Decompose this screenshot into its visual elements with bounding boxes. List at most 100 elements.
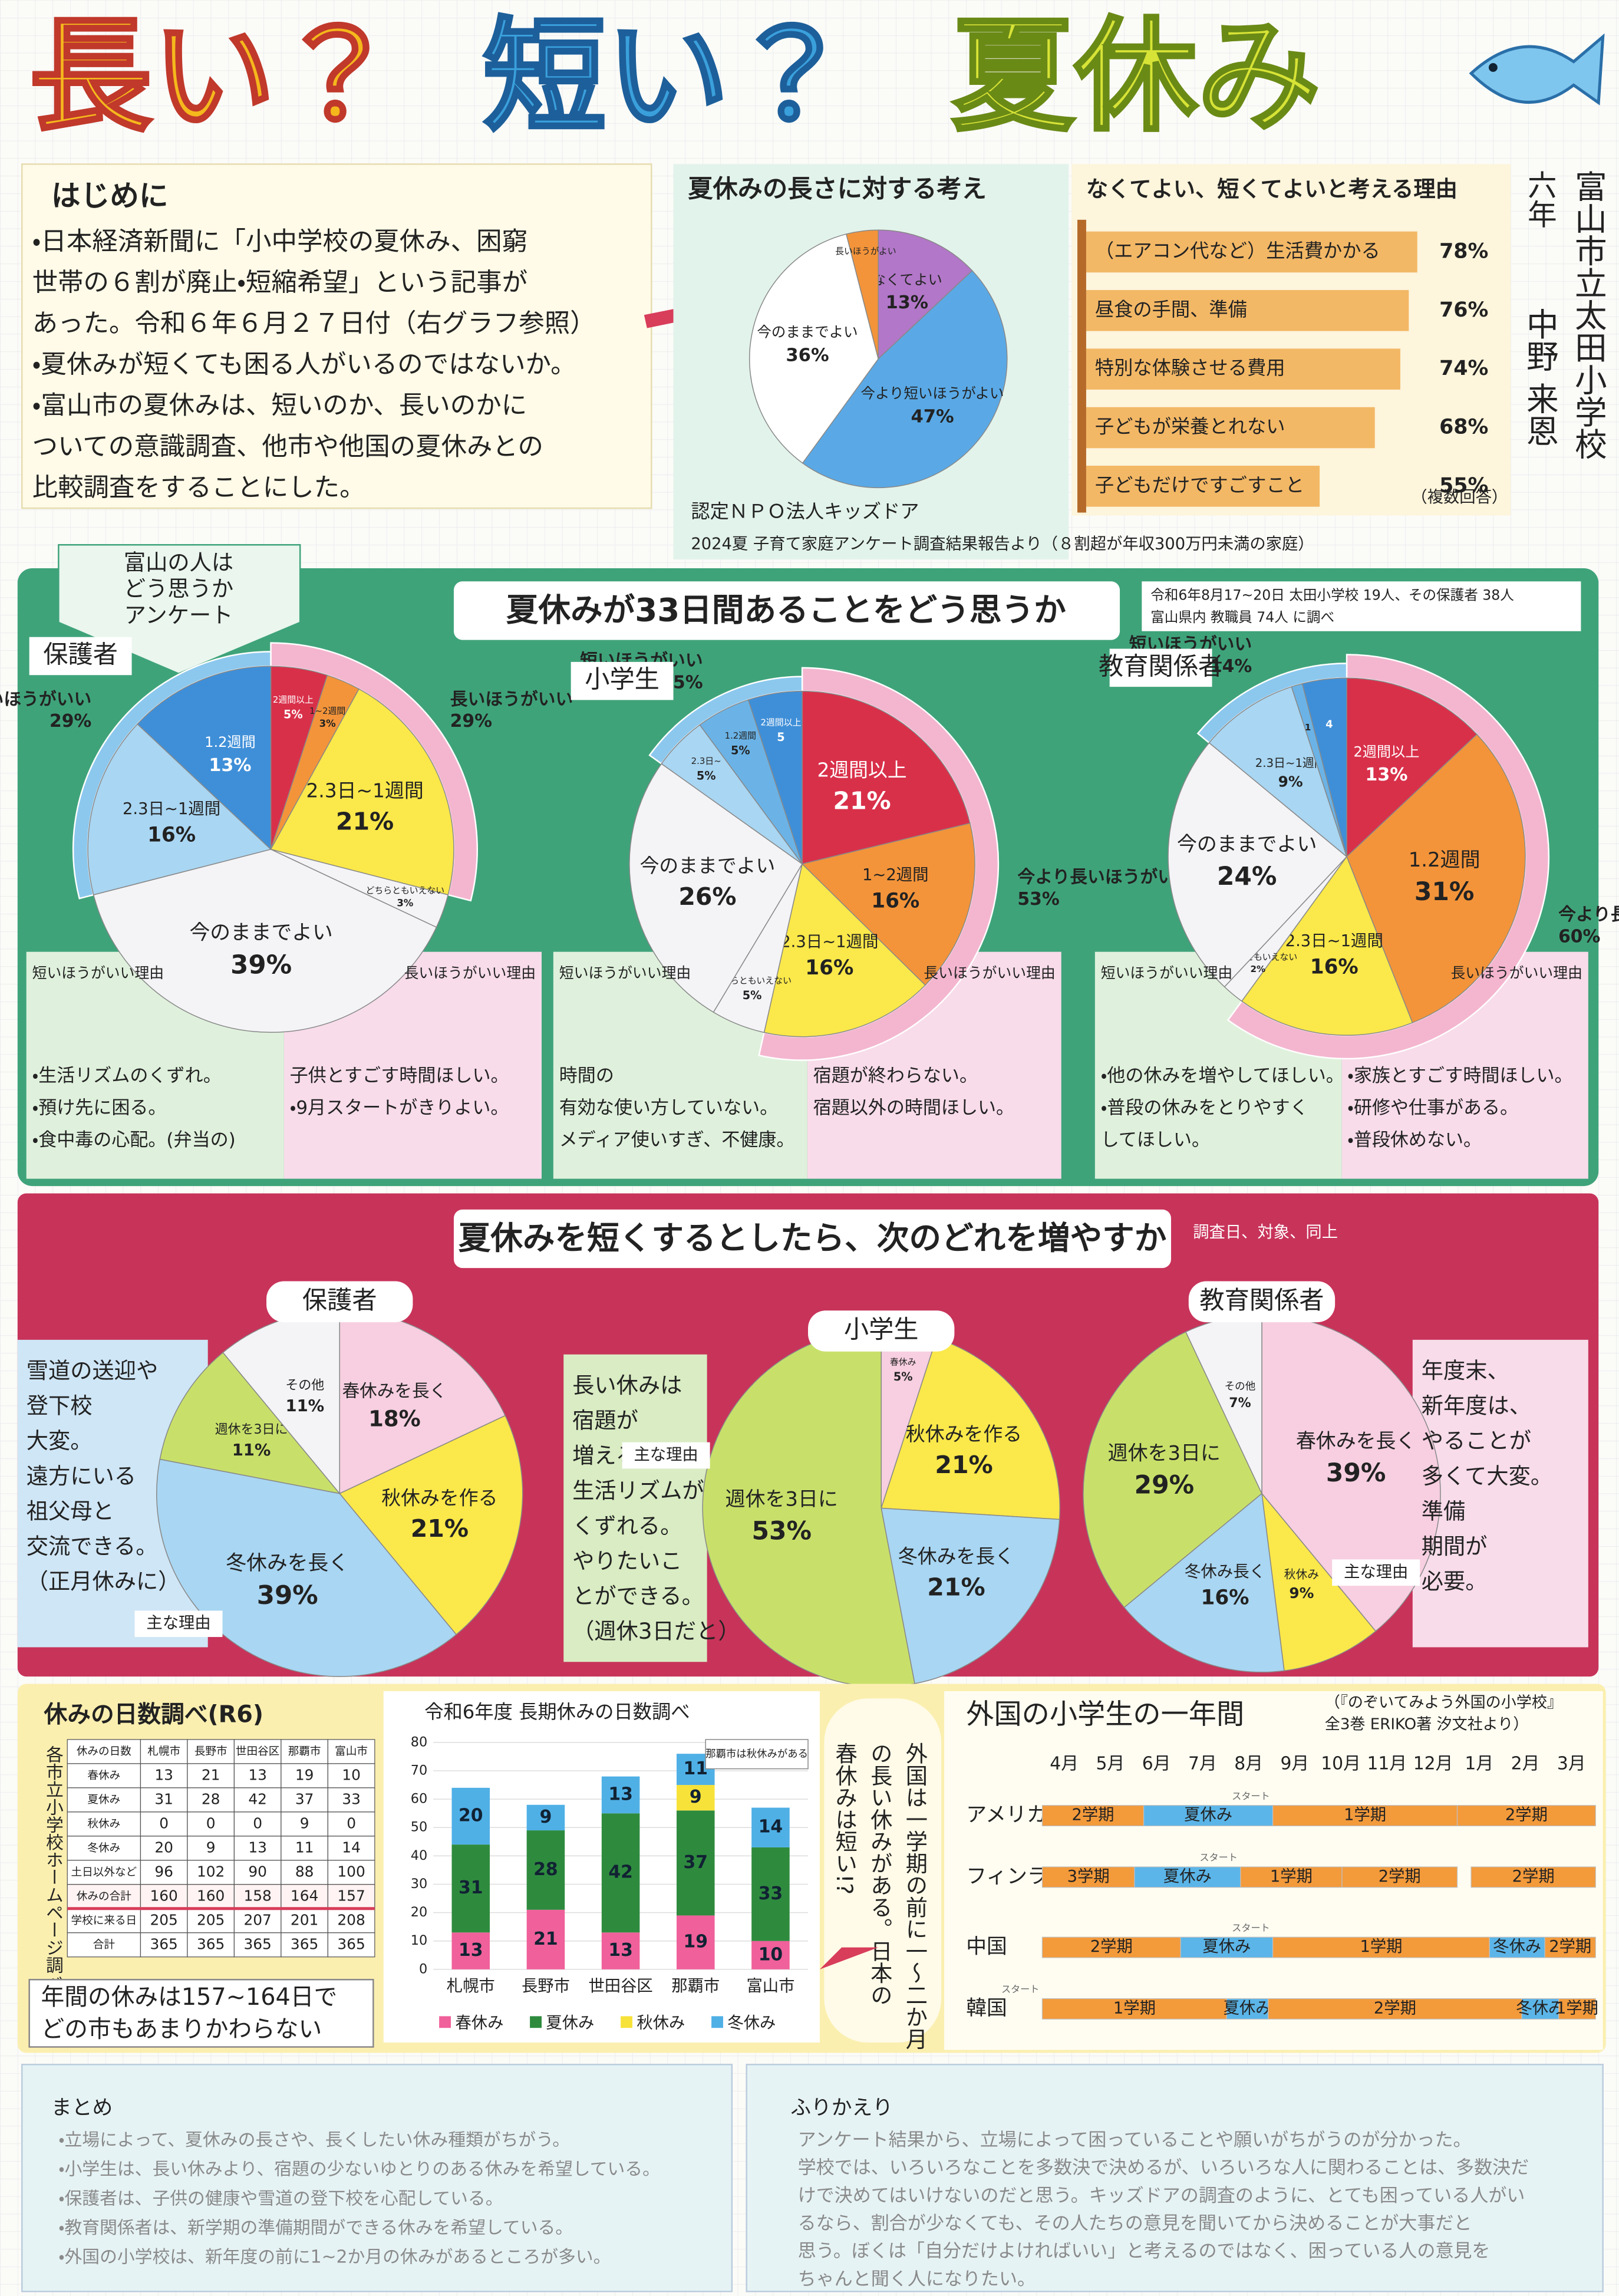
slice-label: 2.3日~1週間	[1255, 756, 1326, 770]
segment-label: 9	[690, 1787, 702, 1807]
pie-slice	[749, 233, 879, 464]
title: 長い？	[29, 5, 398, 148]
table-text: 160	[197, 1887, 225, 1904]
bar-value: 68%	[1439, 416, 1488, 439]
table-cell	[140, 1787, 188, 1813]
table-text: 14	[342, 1839, 361, 1856]
slice-value: 1	[1305, 722, 1311, 733]
table-text: 夏休み	[87, 1794, 120, 1806]
slice-value: 26%	[678, 882, 736, 911]
bar-value: 78%	[1439, 239, 1488, 263]
gantt-title: 外国の小学生の一年間	[966, 1698, 1244, 1731]
reflection-line: けで決めてはいけないのだと思う。キッズドアの調査のように、とても困っている人がい	[798, 2185, 1525, 2206]
gantt-label: 2学期	[1505, 1806, 1548, 1824]
wish-line: 必要。	[1422, 1569, 1488, 1595]
table-cell	[281, 1836, 328, 1861]
bar-segment	[526, 1909, 565, 1969]
table-text: 20	[154, 1839, 173, 1856]
slice-label: 1.2週間	[1409, 849, 1480, 872]
bar-segment	[676, 1785, 715, 1811]
legend-swatch	[439, 2016, 451, 2028]
table-cell	[187, 1932, 235, 1958]
pie-slice	[339, 1415, 523, 1635]
bar-segment	[676, 1915, 715, 1969]
table-cell	[327, 1836, 375, 1861]
reason-line: ・他の休みを増やしてほしい。	[1101, 1065, 1344, 1086]
table-text: 長野市	[194, 1745, 227, 1758]
wish-line: 交流できる。	[27, 1533, 158, 1559]
reason-line: してほしい。	[1101, 1129, 1210, 1151]
slice-label: 1.2週間	[725, 730, 756, 741]
slice-value: 9%	[1289, 1585, 1314, 1602]
source: 認定ＮＰＯ法人キッズドア	[691, 500, 919, 523]
table-cell	[140, 1763, 188, 1788]
gantt-label: 1学期	[1344, 1806, 1386, 1824]
gantt-bar	[1272, 1936, 1490, 1958]
foreign-note: の長い休みがある。日本の	[867, 1742, 893, 2006]
slice-value: 11%	[232, 1441, 271, 1460]
slice-value: 5%	[893, 1370, 913, 1383]
start-label: スタート	[1232, 1922, 1270, 1933]
gantt-source: （『のぞいてみよう外国の小学校』	[1325, 1694, 1562, 1711]
table-text: 0	[347, 1814, 356, 1831]
reason-line: メディア使いすぎ、不健康。	[559, 1129, 795, 1151]
wish-line: 長い休みは	[572, 1372, 682, 1398]
summary-line: ・立場によって、夏休みの長さや、長くしたい休み種類がちがう。	[58, 2130, 570, 2150]
pie-title: 教育関係者	[1199, 1286, 1324, 1315]
y-tick-label: 80	[411, 1734, 427, 1750]
slice-label: 春休みを長く	[1296, 1430, 1416, 1453]
reflection-box	[746, 2064, 1604, 2292]
reason-line: ・普段休めない。	[1347, 1129, 1482, 1151]
bar-segment	[601, 1932, 640, 1969]
bar-segment	[676, 1810, 715, 1916]
table-text: 88	[295, 1863, 314, 1880]
table-text: 96	[154, 1863, 173, 1880]
table-text: 158	[243, 1887, 271, 1904]
slice-label: 2週間以上	[760, 717, 801, 727]
slice-value: 5%	[743, 989, 762, 1002]
table-text: 0	[253, 1814, 262, 1831]
table-text: 164	[291, 1887, 318, 1904]
reason-box	[1412, 1339, 1588, 1648]
slice-value: 21%	[935, 1451, 992, 1479]
reason-title: 短いほうがいい理由	[32, 964, 164, 981]
reason-tag-label: 主な理由	[1344, 1563, 1408, 1581]
legend-label: 冬休み	[727, 2014, 776, 2032]
table-cell	[281, 1908, 328, 1933]
table-text: 13	[248, 1839, 267, 1856]
reflection-line: アンケート結果から、立場によって困っていることや願いがちがうのが分かった。	[798, 2129, 1472, 2150]
country-label: アメリカ	[966, 1803, 1047, 1827]
wish-line: （週休3日だと）	[572, 1618, 740, 1644]
table-cell	[327, 1884, 375, 1909]
table-text: 21	[202, 1766, 220, 1783]
table-cell	[327, 1932, 375, 1958]
month-label: 6月	[1142, 1754, 1171, 1774]
group-label: 長いほうがいい	[450, 689, 573, 710]
gantt-label: 夏休み	[1163, 1867, 1212, 1886]
reason-line: 宿題が終わらない。	[813, 1065, 978, 1086]
table-cell	[327, 1811, 375, 1837]
table-cell	[233, 1908, 282, 1933]
table-text: 春休み	[87, 1770, 120, 1782]
segment-label: 33	[759, 1883, 783, 1904]
bar-label: 昼食の手間、準備	[1095, 298, 1247, 321]
month-label: 10月	[1321, 1754, 1361, 1774]
pie-slice	[763, 863, 926, 1037]
gantt-bar	[1544, 1936, 1596, 1958]
wish-line: （正月休みに）	[27, 1569, 180, 1595]
month-label: 8月	[1234, 1754, 1263, 1774]
intro-line: 比較調査をすることにした。	[32, 473, 365, 502]
table-text: 90	[248, 1863, 267, 1880]
bar-label: 子どもが栄養とれない	[1095, 416, 1285, 438]
x-tick-label: 那覇市	[671, 1977, 720, 1995]
summary-line: ・外国の小学校は、新年度の前に1~2か月の休みがあるところが多い。	[58, 2247, 611, 2268]
slice-value: 5%	[731, 744, 750, 757]
reason-line: 子供とすごす時間ほしい。	[290, 1065, 509, 1086]
section-heading: 夏休みを短くするとしたら、次のどれを増やすか	[459, 1219, 1167, 1257]
slice-value: 13%	[886, 292, 928, 313]
slice-label: 2週間以上	[817, 759, 906, 781]
bar-value: 74%	[1439, 357, 1488, 380]
month-label: 9月	[1280, 1754, 1309, 1774]
table-cell	[327, 1739, 375, 1764]
intro-line: 世帯の６割が廃止・短縮希望」という記事が	[32, 268, 527, 298]
